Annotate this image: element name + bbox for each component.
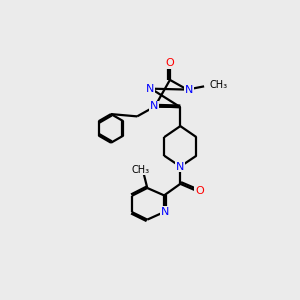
Text: CH₃: CH₃ xyxy=(132,164,150,175)
Text: N: N xyxy=(176,161,184,172)
Text: N: N xyxy=(146,84,154,94)
Text: N: N xyxy=(150,101,158,112)
Text: N: N xyxy=(185,85,193,94)
Text: O: O xyxy=(166,58,174,68)
Text: O: O xyxy=(195,186,204,196)
Text: CH₃: CH₃ xyxy=(209,80,227,90)
Text: N: N xyxy=(161,207,170,217)
